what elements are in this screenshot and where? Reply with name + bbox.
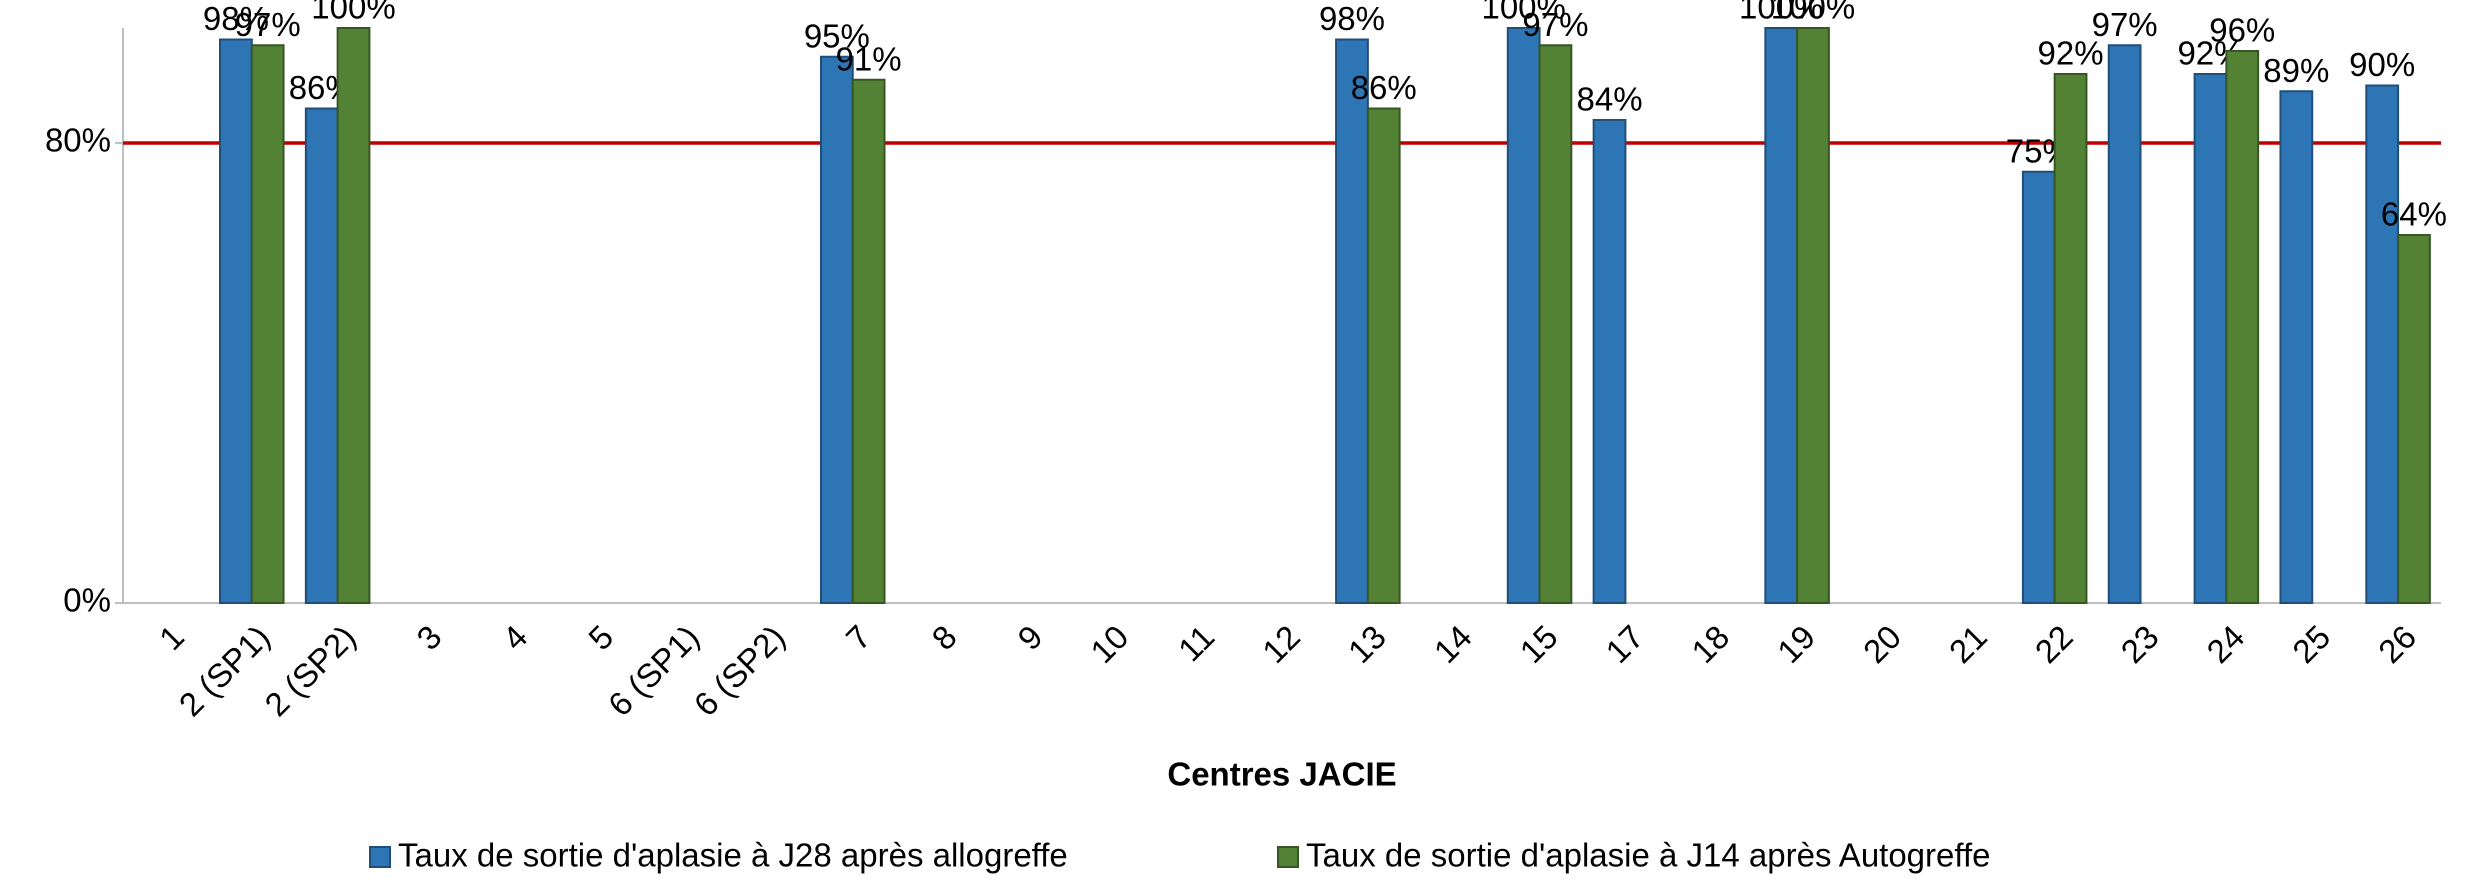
value-label: 97% xyxy=(2092,6,2158,43)
bar xyxy=(819,55,854,604)
value-label: 91% xyxy=(836,40,902,77)
bar xyxy=(2053,73,2088,604)
x-tick-label: 2 (SP2) xyxy=(257,618,362,723)
bar xyxy=(2365,84,2400,604)
x-tick-label: 3 xyxy=(409,618,448,657)
x-tick-label: 15 xyxy=(1513,618,1565,670)
value-label: 100% xyxy=(1739,0,1823,26)
bar xyxy=(336,27,371,604)
value-label: 64% xyxy=(2381,196,2447,233)
bar xyxy=(1796,27,1830,604)
bar xyxy=(2397,234,2431,604)
y-tick-label: 80% xyxy=(45,122,111,159)
x-tick-label: 4 xyxy=(495,618,534,657)
bar xyxy=(2225,50,2260,604)
x-tick-label: 19 xyxy=(1770,618,1822,670)
x-tick-label: 24 xyxy=(2199,618,2251,670)
x-tick-label: 5 xyxy=(581,618,620,657)
bar xyxy=(219,38,253,604)
bar xyxy=(2021,170,2056,604)
bar xyxy=(2107,44,2142,604)
bar xyxy=(1764,27,1799,604)
x-tick-label: 8 xyxy=(925,618,964,657)
bar xyxy=(1366,107,1401,604)
x-tick-label: 21 xyxy=(1942,618,1994,670)
x-tick-label: 26 xyxy=(2371,618,2423,670)
value-label: 89% xyxy=(2263,52,2329,89)
value-label: 96% xyxy=(2209,12,2275,49)
y-tick-label: 0% xyxy=(63,582,111,619)
bar xyxy=(304,107,339,604)
x-tick-label: 18 xyxy=(1684,618,1736,670)
value-label: 100% xyxy=(1481,0,1565,26)
x-tick-label: 25 xyxy=(2285,618,2337,670)
value-label: 100% xyxy=(311,0,395,26)
value-label: 98% xyxy=(203,0,269,37)
value-label: 90% xyxy=(2349,46,2415,83)
bar xyxy=(1538,44,1573,604)
bar xyxy=(851,78,886,604)
value-label: 95% xyxy=(804,17,870,54)
bar xyxy=(1506,27,1541,604)
legend-label: Taux de sortie d'aplasie à J14 après Aut… xyxy=(1306,837,1990,874)
x-tick-label: 23 xyxy=(2114,618,2166,670)
value-label: 92% xyxy=(2038,35,2104,72)
x-tick-label: 22 xyxy=(2028,618,2080,670)
bar xyxy=(250,44,285,604)
x-tick-label: 12 xyxy=(1255,618,1307,670)
value-label: 84% xyxy=(1576,81,1642,118)
x-tick-label: 11 xyxy=(1171,618,1221,668)
x-tick-label: 13 xyxy=(1341,618,1393,670)
bar xyxy=(2193,73,2228,604)
value-label: 97% xyxy=(235,6,301,43)
bar xyxy=(1592,119,1627,604)
legend-swatch xyxy=(369,846,391,868)
x-tick-label: 17 xyxy=(1598,618,1650,670)
x-tick-label: 10 xyxy=(1083,618,1135,670)
x-tick-label: 20 xyxy=(1856,618,1908,670)
legend-swatch xyxy=(1277,846,1299,868)
x-tick-label: 1 xyxy=(152,618,191,657)
value-label: 97% xyxy=(1522,6,1588,43)
x-tick-label: 14 xyxy=(1427,618,1479,670)
x-tick-label: 6 (SP2) xyxy=(687,618,792,723)
bar xyxy=(2279,90,2314,604)
x-tick-label: 9 xyxy=(1010,618,1049,657)
value-label: 98% xyxy=(1319,0,1385,37)
legend-label: Taux de sortie d'aplasie à J28 après all… xyxy=(398,837,1068,874)
x-tick-label: 6 (SP1) xyxy=(601,618,706,723)
value-label: 86% xyxy=(1351,69,1417,106)
value-label: 100% xyxy=(1771,0,1855,26)
x-axis-title: Centres JACIE xyxy=(1167,756,1396,793)
x-tick-label: 7 xyxy=(839,618,878,657)
x-tick-label: 2 (SP1) xyxy=(172,618,277,723)
bar xyxy=(1335,38,1369,604)
